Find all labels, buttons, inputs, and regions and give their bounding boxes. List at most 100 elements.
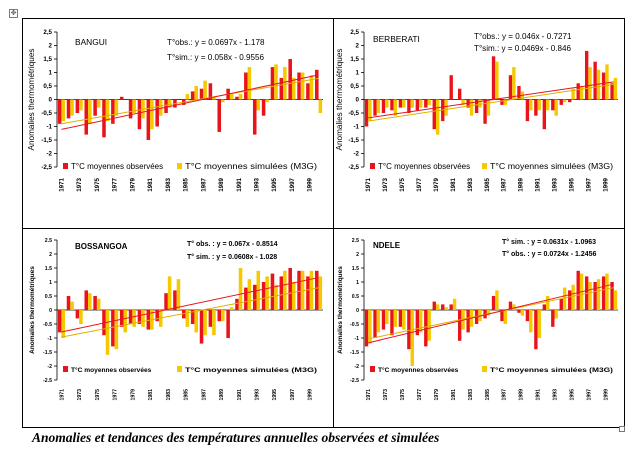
bar-observed: [432, 301, 436, 310]
legend-label-observed: T°C moyennes observées: [71, 162, 163, 171]
x-tick-label: 1973: [382, 177, 389, 191]
x-tick-label: 1977: [112, 177, 119, 191]
bar-observed: [551, 99, 555, 111]
bar-observed: [84, 290, 89, 310]
x-tick-label: 1997: [586, 389, 592, 401]
bar-observed: [288, 59, 292, 100]
y-tick-label: 2,5: [350, 29, 359, 36]
x-tick-label: 1999: [307, 177, 314, 191]
bar-observed: [164, 99, 168, 113]
y-tick-label: -1: [46, 124, 52, 131]
x-tick-label: 1993: [553, 389, 559, 401]
x-tick-label: 1971: [365, 177, 372, 191]
bar-simulated: [452, 298, 457, 310]
x-tick-label: 1975: [399, 177, 406, 191]
bar-observed: [190, 91, 195, 100]
x-tick-label: 1997: [585, 177, 592, 191]
bar-simulated: [96, 99, 101, 108]
bar-simulated: [596, 279, 601, 310]
bar-simulated: [410, 99, 414, 108]
bar-simulated: [478, 99, 482, 108]
bar-observed: [407, 310, 411, 350]
bar-observed: [457, 310, 462, 341]
y-tick-label: -2,5: [348, 164, 359, 171]
y-tick-label: -1: [354, 336, 359, 342]
bar-observed: [244, 72, 248, 100]
bar-observed: [261, 282, 266, 310]
legend-swatch-observed: [63, 366, 68, 372]
x-tick-label: 1971: [59, 389, 65, 401]
bar-observed: [57, 310, 62, 333]
bar-observed: [415, 99, 420, 111]
bar-simulated: [167, 276, 172, 310]
bar-simulated: [588, 67, 592, 100]
y-tick-label: -1,5: [348, 137, 359, 144]
bar-simulated: [61, 310, 65, 338]
x-tick-label: 1985: [485, 389, 491, 401]
bar-simulated: [435, 99, 440, 135]
y-tick-label: -2.5: [43, 378, 52, 384]
x-tick-label: 1977: [417, 389, 423, 401]
x-tick-label: 1995: [272, 389, 278, 401]
x-tick-label: 1981: [148, 389, 154, 401]
x-tick-label: 1975: [94, 177, 101, 191]
bar-observed: [568, 99, 572, 103]
bar-simulated: [123, 310, 128, 333]
chart-berberati: 2,5 2 1,5 1 0,5 0 -0,5 -1 -1,5 -2 -2,5 Anomalies th…: [335, 29, 618, 192]
trend-equation: T° obs. : y = 0.0724x - 1.2456: [502, 250, 597, 258]
bar-simulated: [309, 75, 314, 100]
bar-simulated: [554, 99, 558, 116]
bar-simulated: [546, 296, 550, 310]
bar-observed: [390, 310, 394, 336]
bar-observed: [424, 99, 428, 108]
bar-observed: [390, 99, 394, 111]
bar-simulated: [96, 298, 101, 310]
bar-simulated: [203, 310, 207, 336]
bar-simulated: [185, 94, 190, 100]
legend-swatch-observed: [370, 366, 375, 372]
bar-simulated: [79, 99, 83, 111]
y-tick-label: 1,5: [43, 56, 52, 63]
x-tick-label: 1975: [400, 389, 406, 401]
move-handle-icon[interactable]: ✥: [9, 9, 18, 18]
bar-observed: [491, 296, 496, 310]
figure-caption: Anomalies et tendances des températures …: [32, 430, 440, 445]
y-tick-label: 2: [356, 43, 360, 50]
bar-simulated: [520, 310, 525, 316]
x-tick-label: 1971: [58, 177, 65, 191]
trend-line-simulated: [368, 83, 614, 122]
bar-observed: [474, 99, 479, 113]
bar-simulated: [185, 310, 190, 327]
bar-simulated: [229, 94, 234, 100]
y-tick-label: -2.5: [350, 378, 359, 384]
trend-equation: T° obs. : y = 0.067x - 0.8514: [187, 240, 278, 248]
resize-handle[interactable]: [619, 426, 625, 432]
legend-label-simulated: T°C moyennes simulées (M3G): [490, 162, 613, 171]
bar-simulated: [176, 279, 181, 310]
x-tick-label: 1973: [383, 389, 389, 401]
bar-observed: [75, 99, 80, 113]
legend-swatch-simulated: [482, 163, 487, 169]
trend-line-observed: [368, 283, 614, 344]
legend-swatch-observed: [370, 163, 375, 169]
bar-simulated: [486, 310, 491, 316]
bar-simulated: [105, 99, 110, 122]
chart-frame: [22, 18, 625, 428]
y-tick-label: 1: [49, 70, 53, 77]
bar-observed: [432, 99, 436, 130]
y-tick-label: 1: [49, 280, 52, 286]
x-tick-label: 1991: [236, 177, 243, 191]
bar-simulated: [613, 77, 618, 100]
x-tick-label: 1995: [568, 177, 575, 191]
bar-simulated: [238, 268, 243, 310]
bar-simulated: [203, 80, 207, 100]
bar-simulated: [247, 67, 252, 100]
x-tick-label: 1985: [184, 389, 190, 401]
bar-observed: [483, 99, 487, 124]
bar-observed: [119, 310, 124, 327]
x-tick-label: 1981: [450, 177, 457, 191]
bar-simulated: [61, 99, 65, 122]
bar-observed: [306, 83, 310, 100]
y-axis-label: Anomalies thermométriques: [29, 266, 36, 354]
bar-simulated: [588, 282, 592, 310]
